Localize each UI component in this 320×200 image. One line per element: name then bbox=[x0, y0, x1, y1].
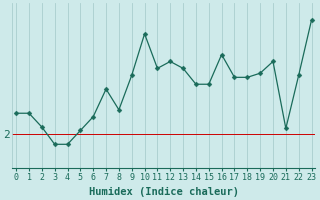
X-axis label: Humidex (Indice chaleur): Humidex (Indice chaleur) bbox=[89, 187, 239, 197]
